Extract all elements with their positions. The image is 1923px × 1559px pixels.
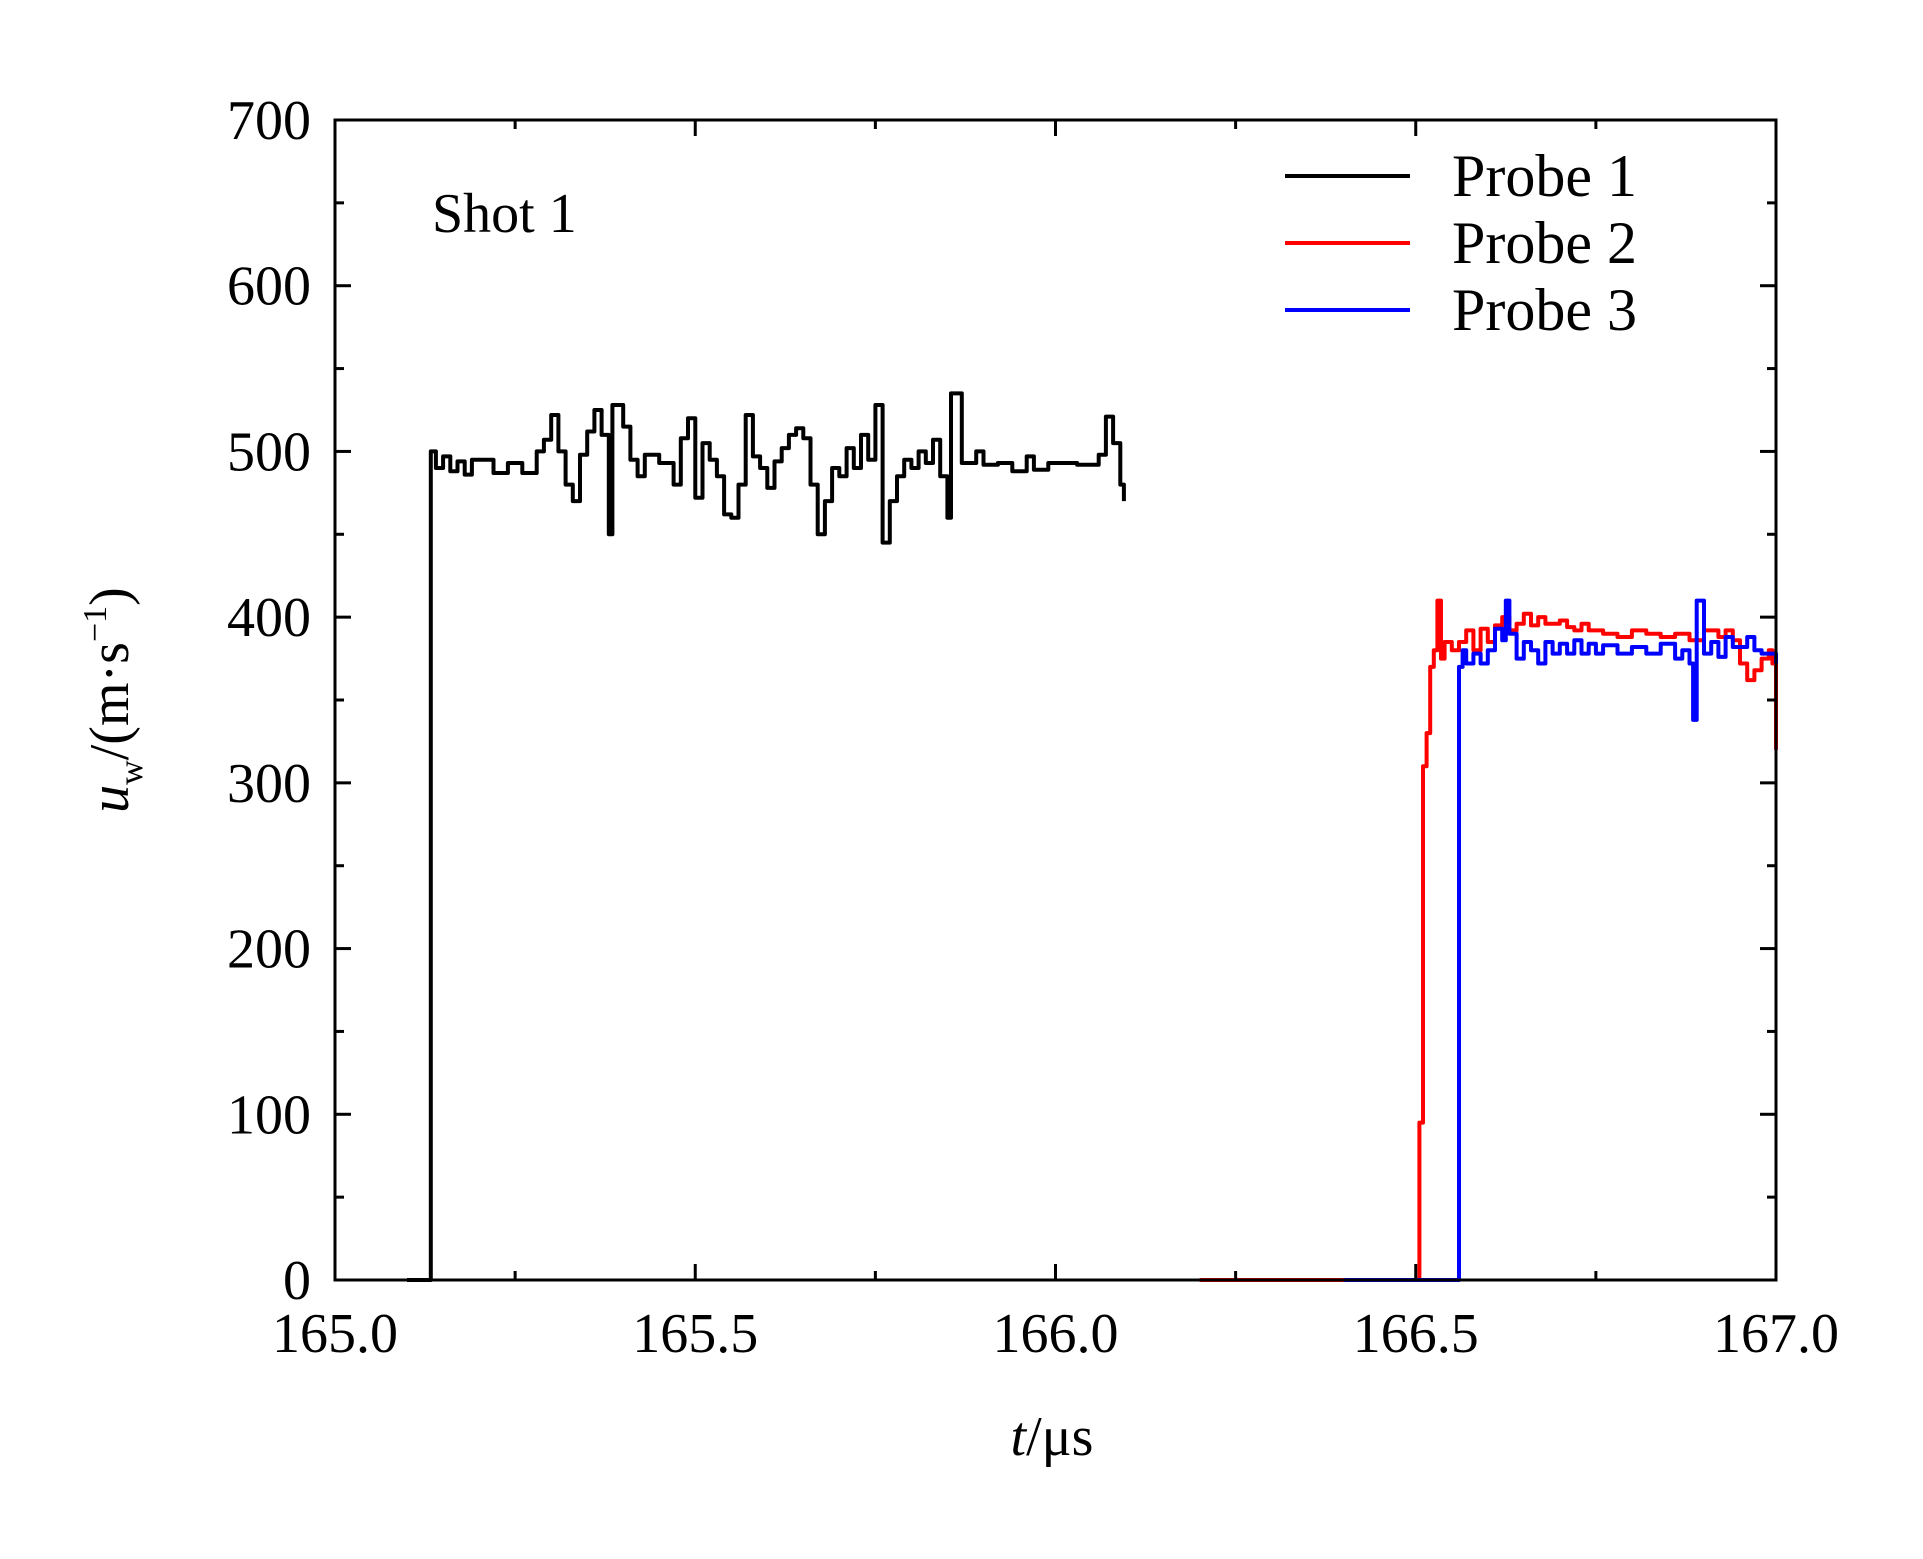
series-line-probe-1 (407, 391, 1126, 1282)
x-axis-title-unit: /μs (1026, 1406, 1093, 1468)
y-tick-label: 100 (227, 1084, 311, 1146)
y-axis-title-var: u (79, 785, 141, 813)
y-axis-title-unit: /(m·s (79, 642, 141, 760)
y-tick-label: 200 (227, 919, 311, 981)
series-line-probe-3 (1343, 598, 1778, 1282)
y-tick-label: 500 (227, 421, 311, 483)
y-axis-title-close: ) (79, 587, 141, 606)
ticks-layer: 165.0 165.5 166.0 166.5 167.0 0 100 200 300 400 50… (227, 90, 1839, 1365)
shot-annotation: Shot 1 (432, 183, 577, 245)
x-axis-title-var: t (1011, 1406, 1028, 1468)
legend-label-probe-2: Probe 2 (1452, 210, 1637, 276)
x-tick-label: 165.0 (272, 1303, 398, 1365)
x-tick-label: 165.5 (632, 1303, 758, 1365)
y-axis-title-sup: −1 (77, 606, 114, 642)
x-tick-label: 166.5 (1353, 1303, 1479, 1365)
y-tick-label: 400 (227, 587, 311, 649)
y-tick-label: 300 (227, 753, 311, 815)
y-tick-label: 700 (227, 90, 311, 152)
series-line-probe-2 (1199, 598, 1778, 1282)
x-axis-title: t/μs (1011, 1406, 1094, 1468)
x-tick-label: 167.0 (1713, 1303, 1839, 1365)
series-layer (407, 391, 1778, 1282)
x-tick-label: 166.0 (993, 1303, 1119, 1365)
legend-label-probe-1: Probe 1 (1452, 143, 1637, 209)
y-tick-label: 600 (227, 256, 311, 318)
y-tick-label: 0 (283, 1250, 311, 1312)
y-axis-title: uw/(m·s−1) (77, 587, 150, 813)
y-axis-title-sub: w (113, 760, 150, 785)
legend-label-probe-3: Probe 3 (1452, 277, 1637, 343)
